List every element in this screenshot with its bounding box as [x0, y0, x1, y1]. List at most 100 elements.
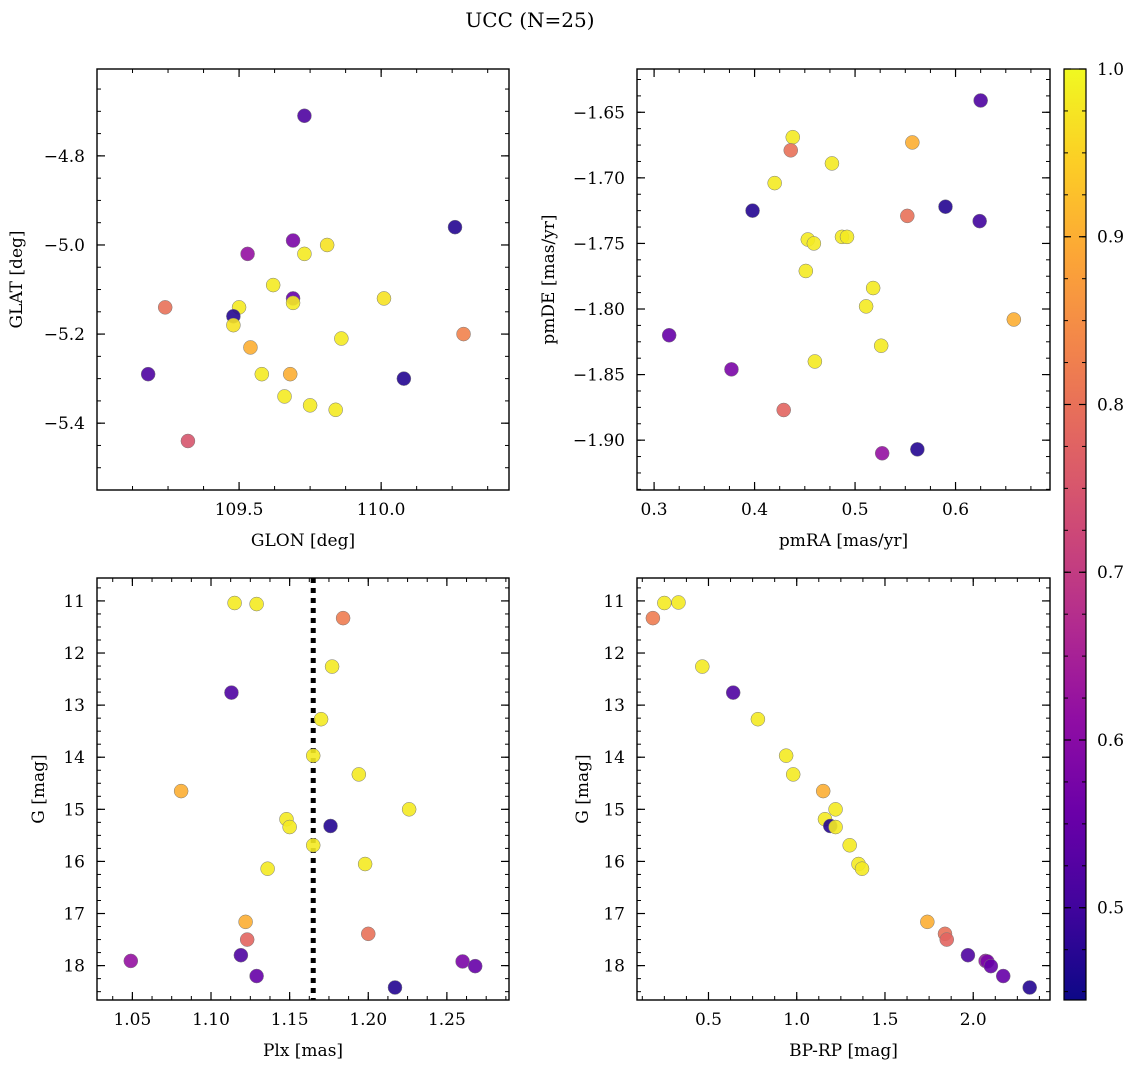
x-axis-label: GLON [deg] [251, 531, 355, 551]
data-point [939, 932, 954, 947]
panel-plx-g: 1.05 1.10 1.15 1.20 1.25 11 12 13 14 15 16 17 18 Plx … [29, 577, 510, 1061]
data-point [328, 402, 343, 418]
data-point [226, 317, 241, 333]
panel-bprp-g: 0.5 1.0 1.5 2.0 11 12 13 14 15 16 17 18 BP-RP [mag] G… [573, 577, 1051, 1061]
data-point [265, 277, 281, 293]
data-point [750, 711, 766, 727]
y-tick-label: −5.2 [44, 325, 85, 345]
y-axis-label: pmDE [mas/yr] [539, 214, 559, 344]
data-point [783, 143, 798, 158]
data-point [839, 229, 855, 245]
x-tick-label: 1.05 [113, 1010, 151, 1030]
x-tick-label: 110.0 [357, 500, 406, 520]
y-tick-label: 16 [63, 852, 85, 872]
y-tick-label: 18 [603, 957, 625, 977]
x-tick-label: 0.3 [641, 500, 668, 520]
y-axis-label: G [mag] [29, 754, 49, 823]
x-tick-label: 2.0 [960, 1010, 987, 1030]
axes-frame [636, 577, 1051, 1001]
y-tick-label: 17 [603, 905, 625, 925]
colorbar-tick-label: 0.9 [1097, 228, 1124, 248]
data-point [455, 954, 470, 969]
data-point [661, 327, 677, 343]
data-point [983, 958, 999, 974]
colorbar-tick-label: 0.5 [1097, 899, 1124, 919]
data-point [920, 914, 935, 930]
data-point [806, 236, 822, 251]
data-point [657, 595, 672, 611]
x-tick-label: 1.10 [192, 1010, 230, 1030]
x-axis-label: BP-RP [mag] [789, 1041, 898, 1061]
data-point [157, 300, 173, 315]
y-tick-label: 15 [63, 800, 85, 820]
data-point [724, 362, 739, 377]
data-point [725, 685, 741, 700]
data-point [323, 818, 338, 834]
y-tick-label: −1.85 [573, 366, 625, 386]
data-point [357, 856, 373, 872]
data-point [396, 371, 412, 386]
data-point [305, 748, 321, 763]
data-point [227, 595, 242, 611]
x-tick-label: 1.25 [428, 1010, 466, 1030]
data-point [335, 610, 351, 626]
y-tick-label: −4.8 [44, 147, 85, 167]
data-point [282, 819, 297, 835]
data-point [785, 129, 801, 145]
data-point [180, 433, 196, 449]
y-tick-label: 14 [603, 748, 625, 768]
y-tick-label: 11 [63, 592, 85, 612]
x-tick-label: 109.5 [215, 500, 264, 520]
y-tick-label: −1.70 [573, 169, 625, 189]
data-point [254, 366, 270, 382]
x-tick-label: 1.20 [349, 1010, 387, 1030]
data-point [456, 326, 471, 342]
data-point [224, 685, 239, 700]
x-tick-label: 1.15 [271, 1010, 309, 1030]
data-point [972, 213, 987, 229]
data-point [671, 595, 686, 610]
y-tick-label: 12 [603, 644, 625, 664]
data-point [285, 295, 301, 311]
data-point [1022, 980, 1037, 995]
colorbar-gradient [1064, 69, 1086, 1000]
data-point [173, 783, 189, 799]
data-point [865, 280, 881, 296]
y-tick-label: 13 [63, 696, 85, 716]
data-point [249, 968, 264, 984]
y-tick-label: −5.0 [44, 236, 85, 256]
data-point [324, 659, 340, 674]
x-tick-label: 0.6 [942, 500, 969, 520]
data-point [785, 767, 801, 782]
axes-frame [636, 68, 1051, 491]
data-point [285, 233, 301, 248]
data-point [351, 767, 367, 782]
x-tick-label: 1.5 [871, 1010, 898, 1030]
data-point [334, 331, 349, 346]
data-point [776, 402, 791, 418]
data-point [745, 203, 760, 218]
axes-frame [96, 577, 510, 1001]
colorbar-tick-label: 0.8 [1097, 395, 1124, 415]
x-tick-label: 1.0 [783, 1010, 810, 1030]
data-point [140, 366, 156, 382]
data-point [302, 398, 318, 413]
y-tick-label: 17 [63, 905, 85, 925]
points [645, 595, 1037, 995]
data-point [401, 802, 417, 817]
y-axis-label: GLAT [deg] [7, 230, 27, 328]
data-point [828, 802, 843, 817]
y-tick-label: −1.80 [573, 300, 625, 320]
data-point [243, 340, 258, 355]
data-point [282, 366, 298, 382]
data-point [361, 926, 376, 942]
data-point [778, 748, 794, 763]
y-tick-label: −1.75 [573, 234, 625, 254]
y-tick-label: 12 [63, 644, 85, 664]
data-point [1006, 312, 1022, 327]
data-point [905, 135, 920, 150]
points [661, 93, 1022, 461]
data-point [313, 711, 329, 727]
data-point [824, 156, 840, 171]
y-tick-label: 11 [603, 592, 625, 612]
